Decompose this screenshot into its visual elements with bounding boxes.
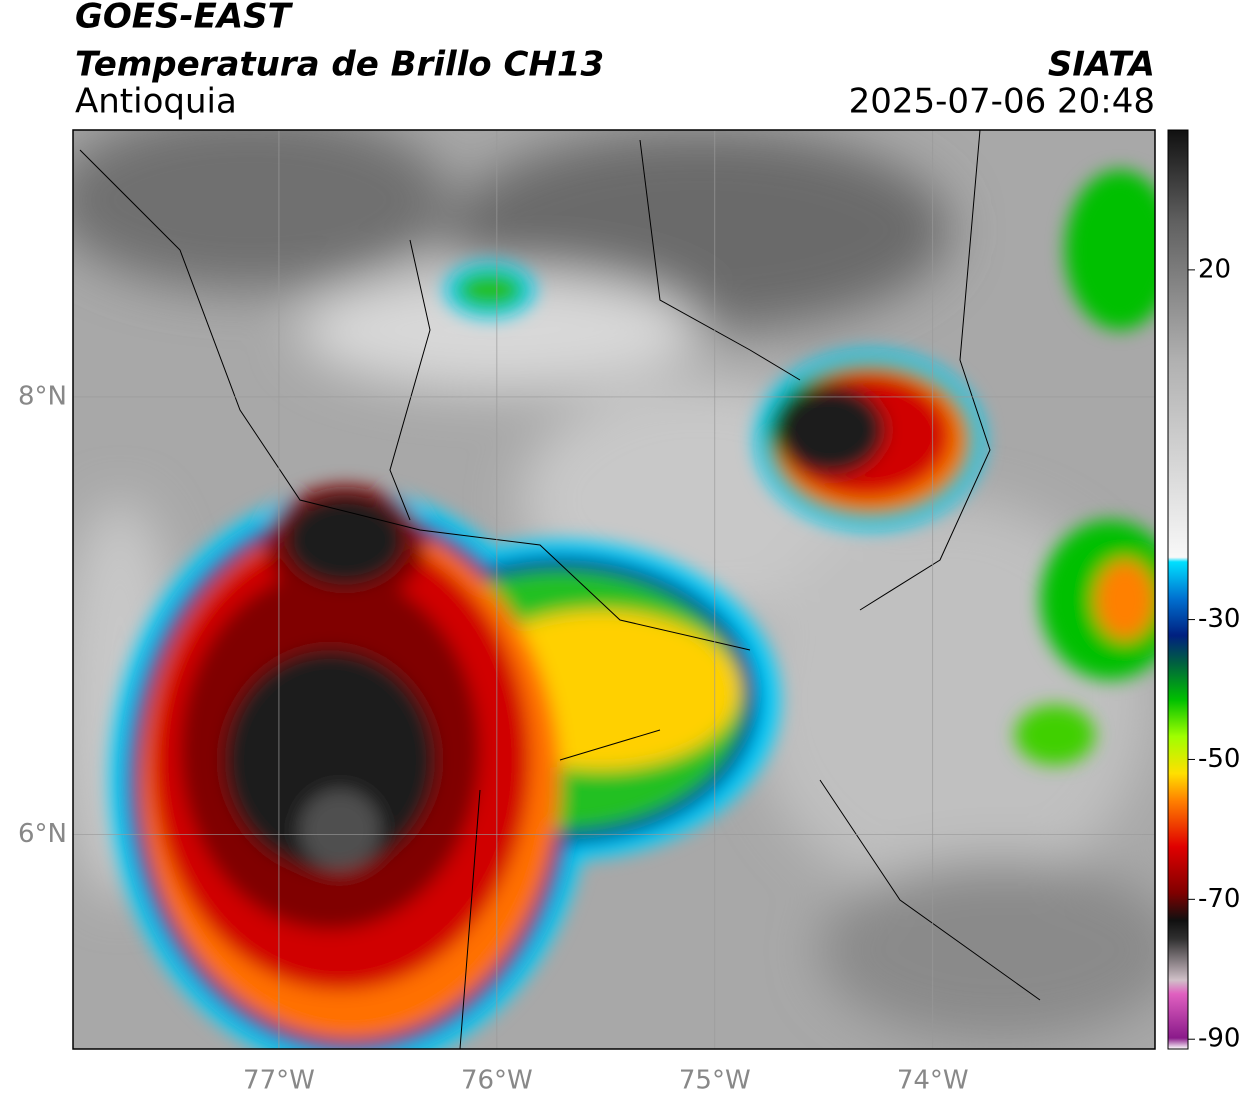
colorbar-tick-label: 20 [1198,254,1231,284]
colorbar-tick-label: -50 [1198,744,1240,774]
colorbar-tick-label: -90 [1198,1024,1240,1054]
grid [73,130,1155,1049]
imagery [73,130,1155,1049]
datetime: 2025-07-06 20:48 [849,82,1155,122]
colorbar [1167,129,1189,1050]
colorbar-tick-label: -70 [1198,884,1240,914]
region: Antioquia [75,82,237,122]
x-tick-label: 76°W [461,1066,533,1096]
map-frame [72,129,1156,1050]
title: GOES-EAST [75,0,294,37]
colorbar-tick-label: -30 [1198,604,1240,634]
x-tick-label: 75°W [679,1066,751,1096]
source: SIATA [1048,45,1155,85]
x-tick-label: 77°W [243,1066,315,1096]
y-tick-label: 6°N [18,819,67,849]
x-tick-label: 74°W [897,1066,969,1096]
subtitle: Temperatura de Brillo CH13 [75,45,604,85]
y-tick-label: 8°N [18,381,67,411]
